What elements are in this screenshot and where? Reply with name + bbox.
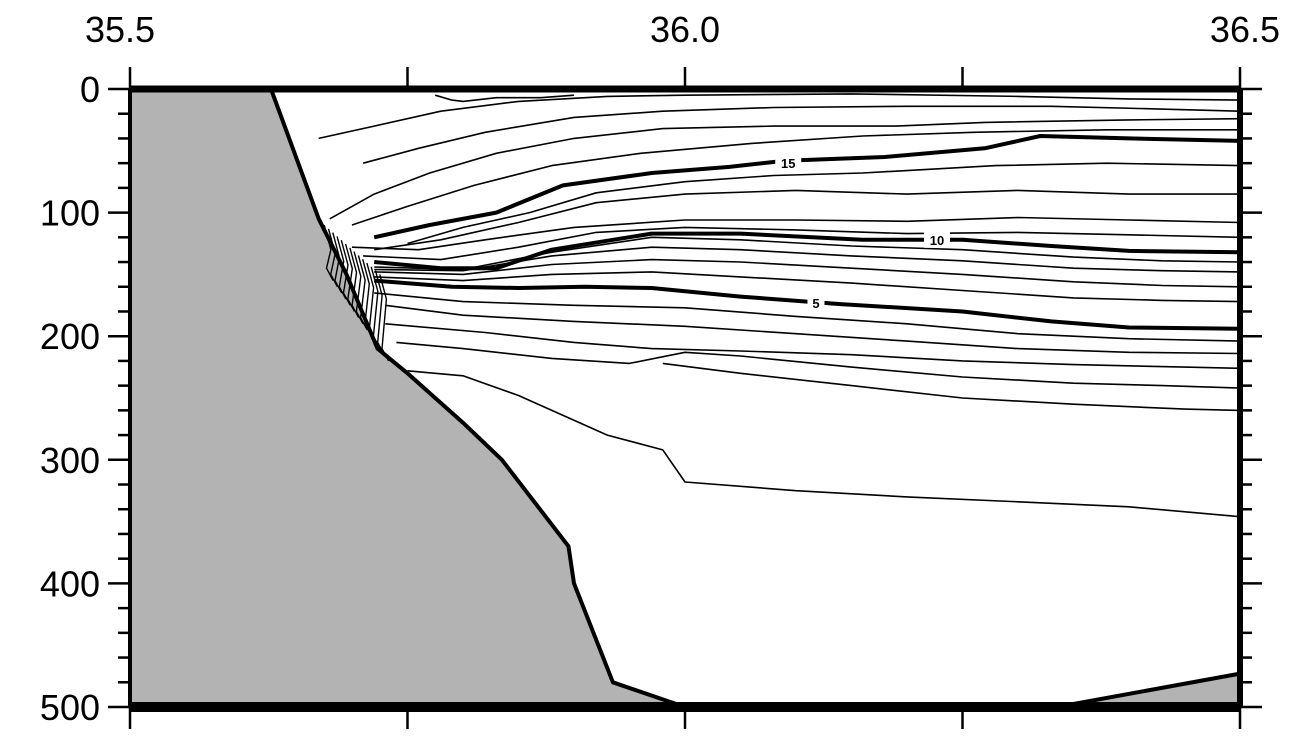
y-tick-label: 300 bbox=[40, 440, 100, 481]
y-tick-label: 0 bbox=[80, 69, 100, 110]
slope-hatch-line bbox=[349, 247, 360, 319]
contour-line-2 bbox=[385, 323, 1241, 370]
contour-labels: 15 10 5 bbox=[775, 155, 950, 311]
contour-line-20 bbox=[434, 94, 575, 103]
contour-label-bg bbox=[775, 155, 802, 172]
slope-hatch-line bbox=[344, 243, 356, 312]
slope-hatch-line bbox=[362, 259, 373, 337]
contour-layer bbox=[318, 93, 1241, 518]
y-tick-label: 500 bbox=[40, 687, 100, 728]
y-tick-label: 200 bbox=[40, 316, 100, 357]
y-tick-label: 100 bbox=[40, 193, 100, 234]
contour-label: 5 bbox=[812, 296, 819, 311]
contour-line-5 bbox=[374, 278, 1241, 331]
slope-hatch-line bbox=[366, 262, 377, 343]
contour-label: 15 bbox=[781, 156, 795, 171]
contour-line-16 bbox=[351, 129, 1240, 226]
contour-line-17 bbox=[329, 117, 1241, 220]
slope-hatch-line bbox=[340, 240, 351, 306]
slope-hatching bbox=[323, 224, 390, 362]
y-tick-label: 400 bbox=[40, 563, 100, 604]
x-tick-label: 35.5 bbox=[85, 9, 155, 50]
contour-line-9 bbox=[374, 236, 1241, 271]
contour-line-18 bbox=[362, 105, 1241, 164]
contour-line-13 bbox=[374, 189, 1240, 251]
slope-hatch-line bbox=[336, 236, 347, 300]
slope-hatch-line bbox=[379, 274, 390, 362]
contour-label-bg bbox=[807, 294, 825, 311]
contour-line--1 bbox=[662, 362, 1241, 412]
contour-label: 10 bbox=[930, 233, 944, 248]
contour-line-11 bbox=[363, 226, 1241, 261]
slope-hatch-line bbox=[357, 255, 368, 331]
slope-hatch-line bbox=[332, 232, 343, 294]
contour-line-19 bbox=[318, 93, 1241, 140]
terrain-polygon bbox=[130, 89, 685, 707]
axis-ticks: 35.5 36.0 36.5 0 100 200 300 400 500 bbox=[40, 9, 1280, 729]
x-tick-label: 36.0 bbox=[650, 9, 720, 50]
x-tick-label: 36.5 bbox=[1210, 9, 1280, 50]
terrain-layer bbox=[130, 87, 1242, 709]
contour-line-0 bbox=[407, 370, 1241, 518]
slope-hatch-line bbox=[370, 266, 381, 349]
contour-line-8 bbox=[374, 246, 1241, 273]
contour-line-14 bbox=[407, 162, 1241, 245]
contour-line-7 bbox=[374, 258, 1241, 288]
contour-line-3 bbox=[385, 304, 1241, 355]
slope-hatch-line bbox=[353, 251, 364, 325]
contour-label-bg bbox=[923, 231, 950, 248]
contour-line-4 bbox=[374, 292, 1241, 342]
slope-hatch-line bbox=[374, 270, 386, 356]
seafloor-outline bbox=[130, 87, 686, 709]
slope-hatch-line bbox=[327, 228, 339, 288]
contour-line-12 bbox=[351, 216, 1241, 251]
slope-hatch-line bbox=[323, 224, 334, 281]
contour-line-15 bbox=[373, 134, 1241, 240]
contour-line-6 bbox=[374, 271, 1241, 303]
contour-line-1 bbox=[396, 341, 1241, 389]
